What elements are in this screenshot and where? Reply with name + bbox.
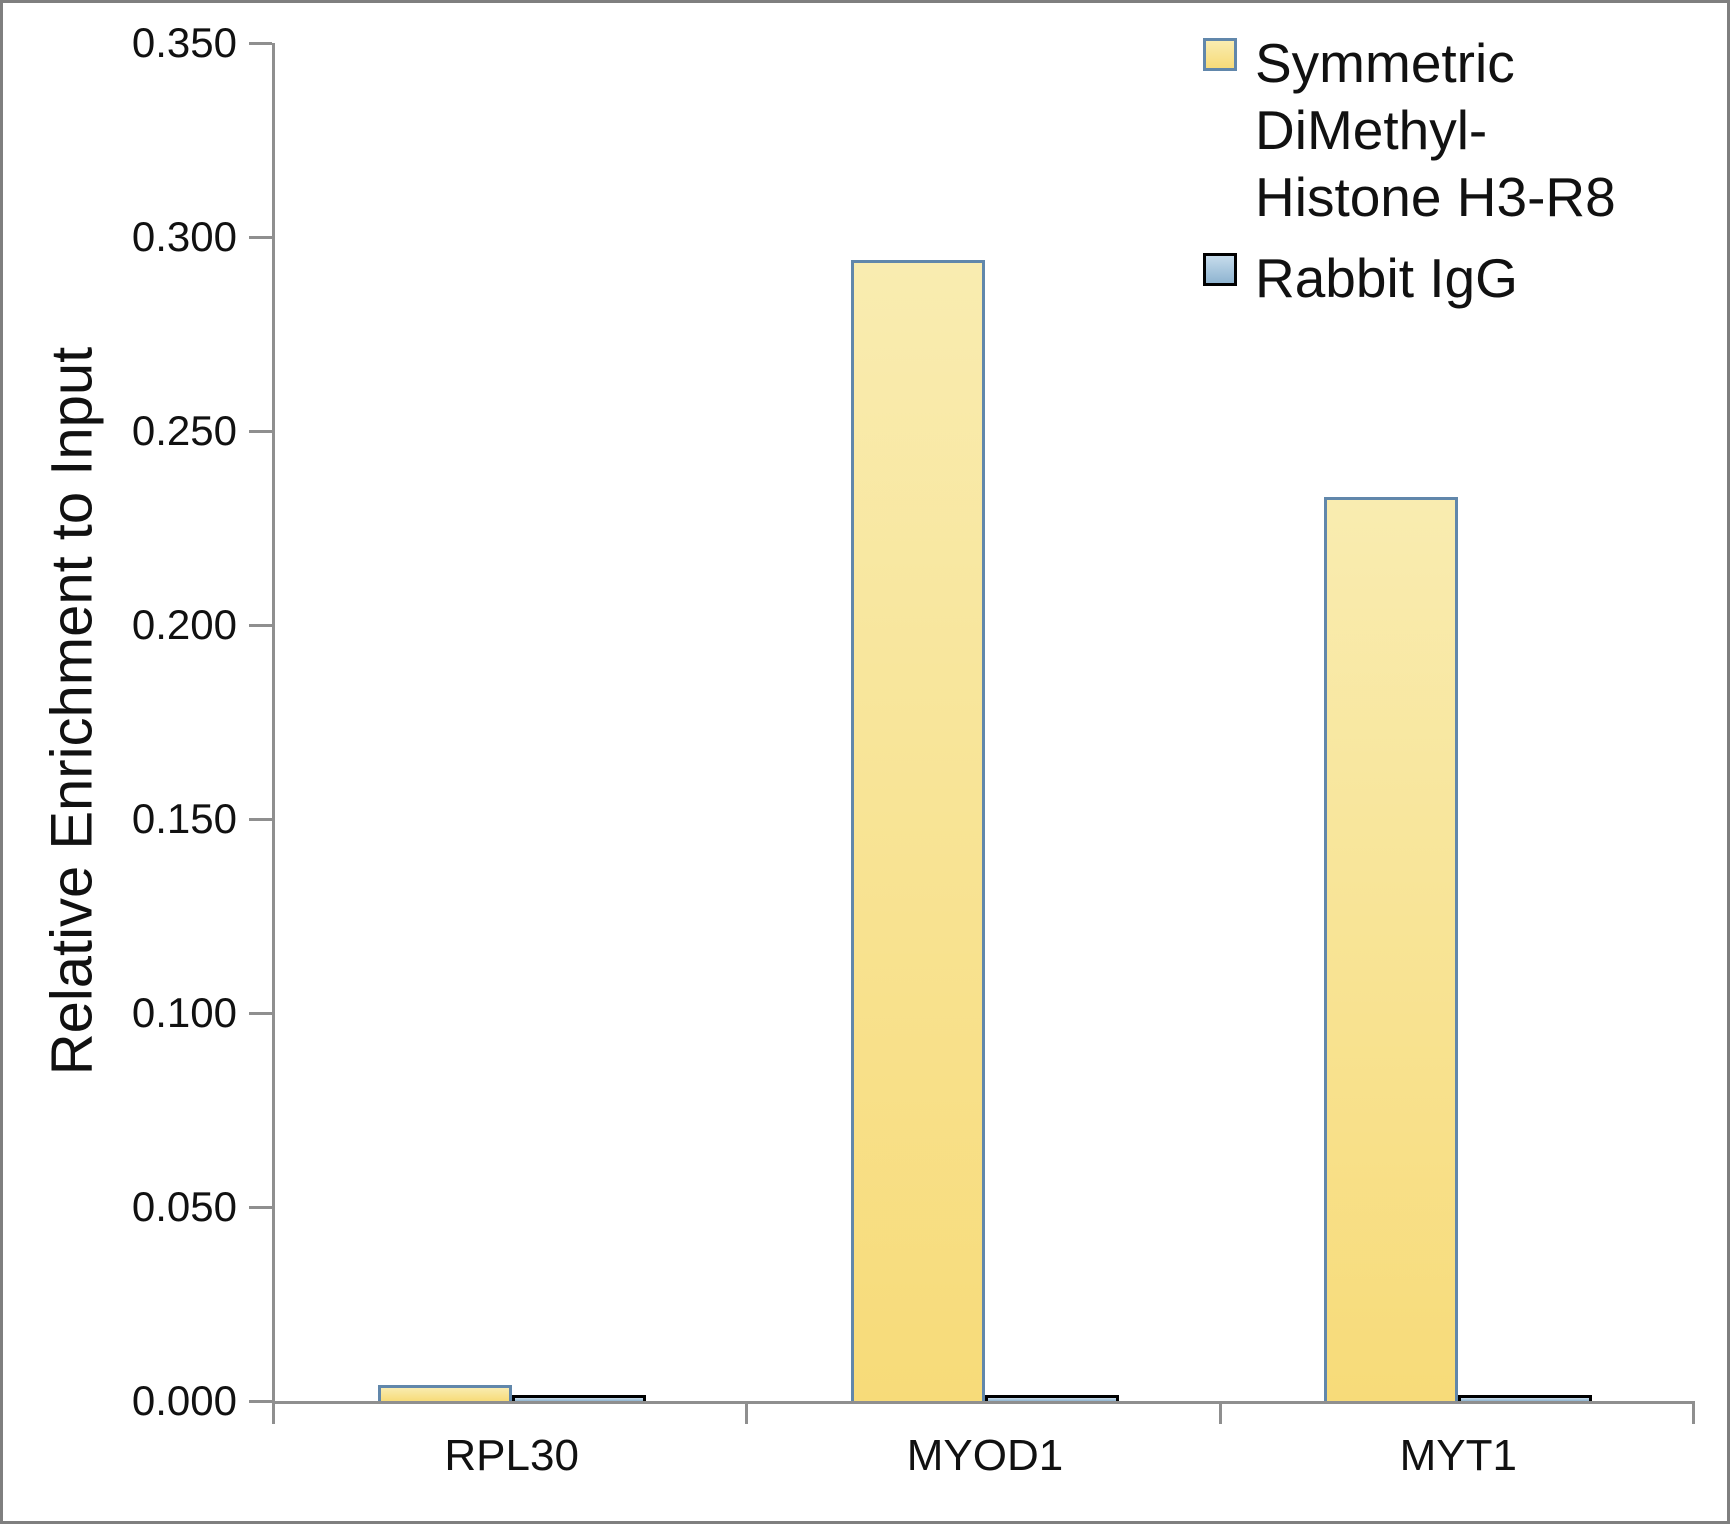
- y-tick-label: 0.300: [131, 213, 237, 260]
- y-tick-label: 0.000: [131, 1377, 237, 1424]
- y-tick-label: 0.150: [131, 795, 237, 842]
- bar-myod1-series1: [985, 1395, 1119, 1401]
- x-tick: [745, 1404, 749, 1424]
- bar-rpl30-series1: [511, 1395, 646, 1401]
- y-tick: [249, 1206, 272, 1209]
- bar-myt1-series0: [1324, 496, 1459, 1401]
- x-axis-line: [272, 1401, 1695, 1404]
- legend-label-rabbit-igg: Rabbit IgG: [1255, 247, 1518, 310]
- y-tick: [249, 1400, 272, 1403]
- x-category-label: MYT1: [1399, 1431, 1517, 1480]
- legend: Symmetric DiMethyl- Histone H3-R8 Rabbit…: [1203, 30, 1730, 312]
- y-tick-label: 0.050: [131, 1183, 237, 1230]
- legend-entry-rabbit-igg: Rabbit IgG: [1203, 245, 1730, 312]
- x-tick: [1218, 1404, 1222, 1424]
- bar-myod1-series0: [851, 260, 985, 1401]
- legend-swatch-h3r8: [1203, 38, 1237, 71]
- y-tick: [249, 818, 272, 821]
- y-tick-label: 0.200: [131, 601, 237, 648]
- x-category-label: MYOD1: [906, 1431, 1064, 1480]
- x-tick: [1692, 1404, 1695, 1424]
- x-tick: [272, 1404, 275, 1424]
- y-axis-title: Relative Enrichment to Input: [39, 346, 105, 1076]
- bar-rpl30-series0: [377, 1385, 512, 1401]
- y-tick-label: 0.350: [131, 19, 237, 66]
- y-tick-label: 0.250: [131, 407, 237, 454]
- y-tick: [249, 1012, 272, 1015]
- y-tick: [249, 236, 272, 239]
- bar-myt1-series1: [1458, 1395, 1593, 1401]
- legend-swatch-rabbit-igg: [1203, 253, 1237, 287]
- legend-label-h3r8: Symmetric DiMethyl- Histone H3-R8: [1255, 32, 1616, 229]
- y-tick: [249, 624, 272, 627]
- y-tick-label: 0.100: [131, 989, 237, 1036]
- y-tick: [249, 42, 272, 45]
- legend-entry-h3r8: Symmetric DiMethyl- Histone H3-R8: [1203, 30, 1730, 231]
- x-category-label: RPL30: [444, 1431, 579, 1480]
- y-tick: [249, 430, 272, 433]
- y-axis-line: [272, 43, 275, 1404]
